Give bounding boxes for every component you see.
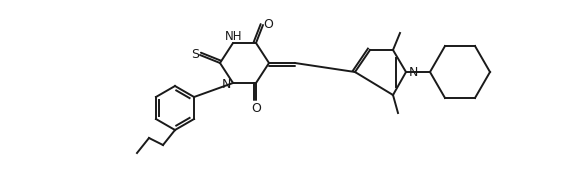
Text: O: O — [251, 103, 261, 116]
Text: N: N — [221, 78, 231, 90]
Text: S: S — [191, 49, 199, 62]
Text: NH: NH — [225, 30, 243, 42]
Text: O: O — [263, 18, 273, 30]
Text: N: N — [408, 67, 418, 79]
